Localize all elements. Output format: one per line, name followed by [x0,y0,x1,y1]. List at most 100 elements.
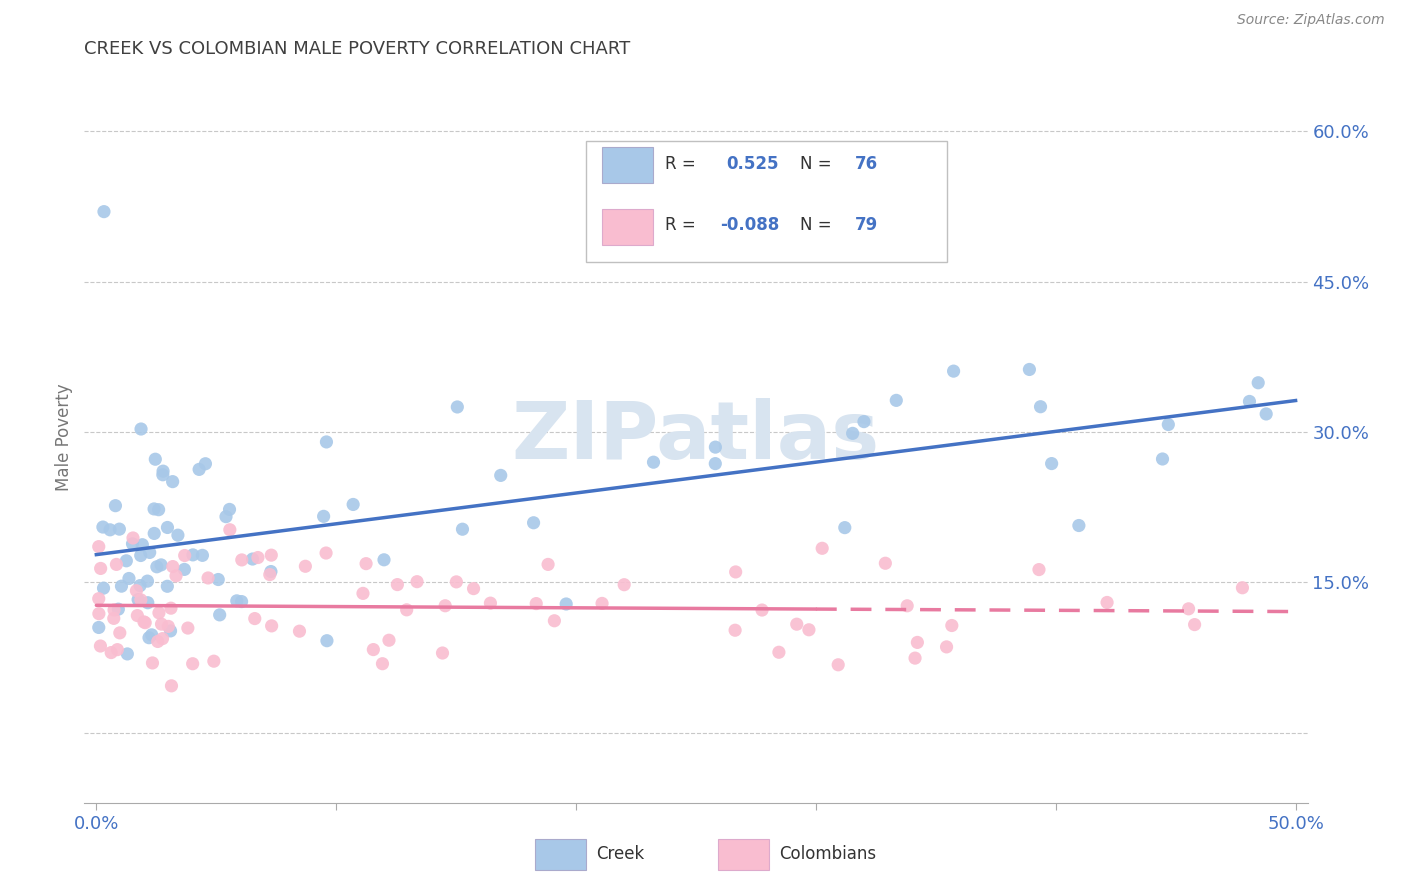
Point [90,561,112,575]
Point [218,523,240,537]
Point [1067,518,1090,533]
Point [827,657,849,672]
Point [191,549,214,563]
Point [108,625,131,640]
Point [136,574,159,588]
Point [156,579,179,593]
Point [138,545,160,559]
Point [160,679,183,693]
Point [786,617,808,632]
Point [941,618,963,632]
Point [479,596,502,610]
Point [121,537,143,551]
Point [108,522,131,536]
Point [129,592,152,607]
Point [768,645,790,659]
Point [260,548,283,562]
Point [1247,376,1270,390]
Point [181,657,204,671]
Point [288,624,311,639]
FancyBboxPatch shape [586,141,946,261]
Point [1177,602,1199,616]
Point [138,631,160,645]
Point [129,549,152,563]
Point [434,599,457,613]
Point [363,642,385,657]
Point [537,558,560,572]
Point [103,603,125,617]
Point [156,520,179,534]
Point [218,502,240,516]
Text: Colombians: Colombians [779,845,876,863]
Point [352,586,374,600]
Point [146,634,169,648]
Point [152,464,174,478]
Point [1232,581,1254,595]
Point [177,621,200,635]
Point [127,592,149,607]
Point [125,583,148,598]
Point [143,526,166,541]
Point [446,400,468,414]
FancyBboxPatch shape [718,839,769,870]
Text: Source: ZipAtlas.com: Source: ZipAtlas.com [1237,13,1385,28]
Point [354,557,377,571]
Point [1028,563,1050,577]
Point [134,615,156,630]
Point [451,522,474,536]
Point [100,646,122,660]
Text: 0.525: 0.525 [727,154,779,172]
Point [104,499,127,513]
Point [543,614,565,628]
Point [446,574,468,589]
Point [122,531,145,545]
Point [118,572,141,586]
Point [173,549,195,563]
Text: -0.088: -0.088 [720,216,780,234]
Point [243,611,266,625]
Point [131,538,153,552]
Point [1040,457,1063,471]
Point [159,624,181,638]
Y-axis label: Male Poverty: Male Poverty [55,384,73,491]
Point [373,553,395,567]
Point [87,540,110,554]
Point [242,552,264,566]
Point [896,599,918,613]
Point [103,611,125,625]
Point [489,468,512,483]
Point [152,467,174,482]
Point [93,581,115,595]
Point [1095,595,1118,609]
Point [797,623,820,637]
Point [643,455,665,469]
Point [1184,617,1206,632]
Text: R =: R = [665,216,696,234]
Point [146,559,169,574]
Point [150,558,173,572]
FancyBboxPatch shape [602,146,654,183]
Point [1029,400,1052,414]
Point [197,571,219,585]
Point [316,633,339,648]
Point [522,516,544,530]
Point [115,554,138,568]
Point [315,434,337,449]
Point [162,475,184,489]
Point [852,415,875,429]
Point [260,565,283,579]
Text: N =: N = [800,216,831,234]
Point [98,523,121,537]
Text: N =: N = [800,154,831,172]
Point [132,615,155,629]
Point [87,607,110,621]
Point [704,457,727,471]
Point [202,654,225,668]
Point [110,579,132,593]
Point [724,624,747,638]
Point [312,509,335,524]
Point [259,567,281,582]
Point [704,440,727,454]
Point [884,393,907,408]
Point [87,591,110,606]
